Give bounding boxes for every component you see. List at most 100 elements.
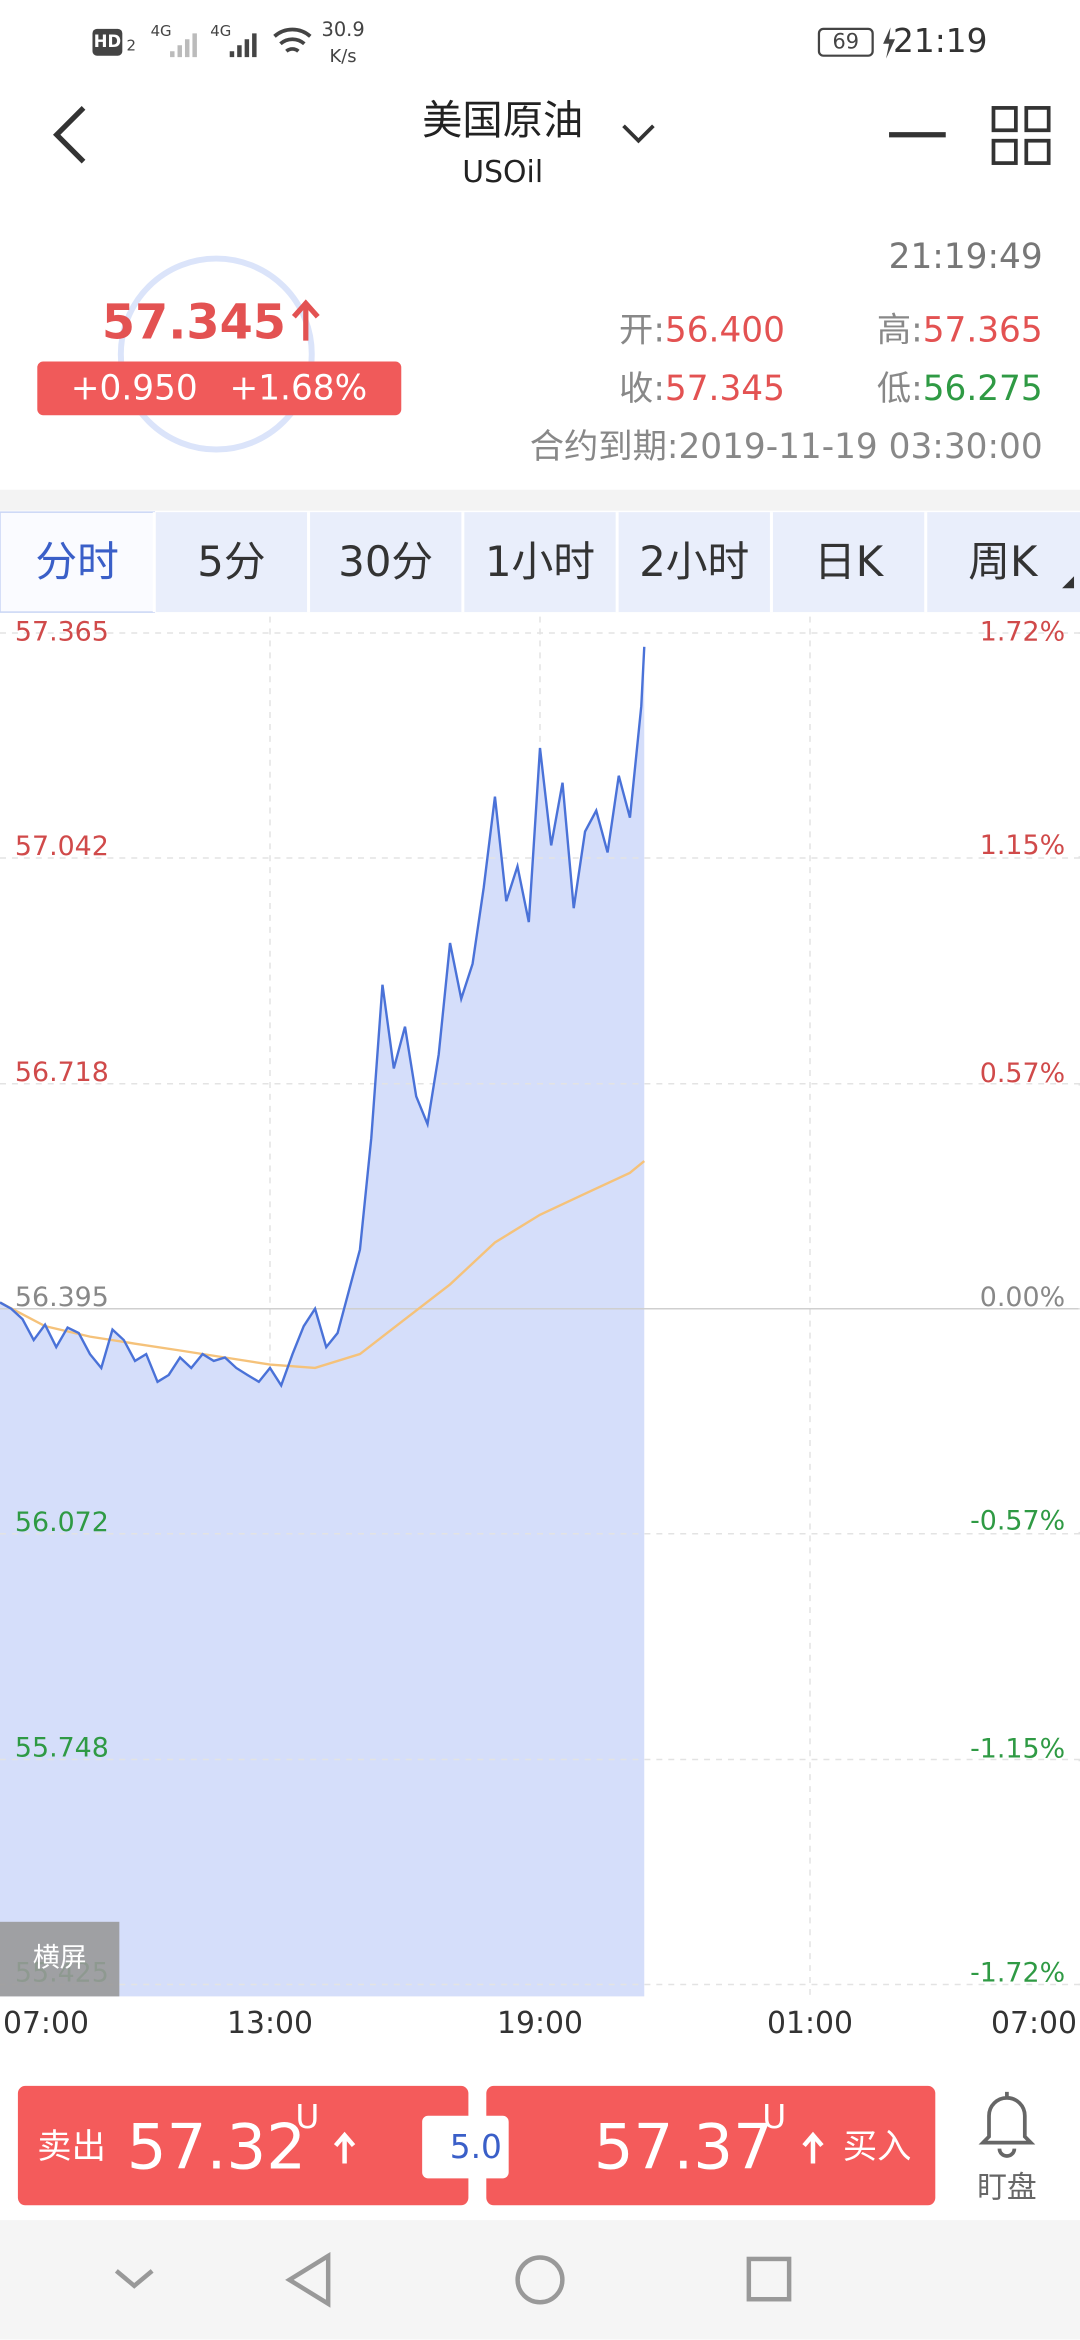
speed-unit: K/s (330, 46, 357, 67)
y-tick-label: 56.395 (15, 1282, 109, 1313)
y-tick-label: 57.365 (15, 616, 109, 647)
sell-arrow (333, 2131, 356, 2164)
tab[interactable]: 2小时 (639, 537, 749, 586)
quote-panel: 57.345 +0.950 +1.68% 21:19:49 开:56.400 高… (37, 237, 1043, 467)
speed: 30.9 (322, 18, 365, 41)
quote-time: 21:19:49 (889, 237, 1043, 277)
charging (883, 27, 896, 59)
up-arrow (291, 299, 320, 341)
last-price: 57.345 (102, 296, 286, 351)
change-badge (37, 361, 402, 416)
dropdown[interactable] (622, 124, 655, 144)
x-tick-label: 07:00 (3, 2006, 89, 2041)
y2-tick-label: -0.57% (970, 1506, 1065, 1537)
spread: 5.0 (450, 2128, 502, 2166)
spread-box (422, 2115, 509, 2179)
title[interactable]: 美国原油 (422, 98, 583, 144)
low: 低:56.275 (877, 368, 1043, 408)
tab[interactable]: 30分 (338, 537, 433, 586)
net: 4G (210, 22, 231, 40)
x-tick-label: 01:00 (767, 2006, 853, 2041)
buy-button[interactable] (486, 2085, 936, 2206)
tab[interactable]: 日K (814, 537, 885, 586)
back-button[interactable] (52, 106, 86, 164)
buy-arrow (802, 2131, 824, 2164)
x-tick-label: 19:00 (497, 2006, 583, 2041)
trade-bar: 卖出 57.32 U 5.0 57.37 U 买入 盯盘 (0, 2070, 1080, 2221)
high-value: 57.365 (923, 310, 1043, 350)
signal (229, 33, 257, 58)
sell-label[interactable]: 卖出 (37, 2127, 106, 2167)
open-label: 开: (619, 310, 665, 350)
bell-icon[interactable] (978, 2091, 1036, 2158)
low-value: 56.275 (923, 368, 1043, 408)
tab-more (1062, 576, 1075, 589)
open-value: 56.400 (665, 310, 785, 350)
y-tick-label: 56.072 (15, 1507, 109, 1538)
y-tick-label: 56.718 (15, 1057, 109, 1088)
expiry-value: 2019-11-19 03:30:00 (678, 427, 1042, 467)
tab-selected (0, 511, 156, 613)
y2-tick-label: 1.15% (980, 830, 1065, 861)
high: 高:57.365 (877, 310, 1043, 350)
buy-price[interactable]: 57.37 (594, 2111, 773, 2184)
y2-tick-label: 0.00% (980, 1282, 1065, 1313)
tab[interactable]: 分时 (35, 537, 119, 586)
layout-button[interactable] (991, 106, 1051, 165)
price-area (0, 646, 645, 1997)
y2-tick-label: -1.72% (970, 1958, 1065, 1989)
close: 收:57.345 (619, 368, 785, 408)
hd-badge (92, 28, 123, 56)
expiry: 合约到期:2019-11-19 03:30:00 (530, 427, 1043, 467)
open: 开:56.400 (619, 310, 785, 350)
hd: HD (94, 32, 121, 51)
battery-level: 69 (833, 29, 860, 53)
high-label: 高: (877, 310, 923, 350)
y2-tick-label: 1.72% (980, 616, 1065, 647)
nav-back[interactable] (285, 2251, 331, 2308)
sell-button[interactable] (17, 2085, 469, 2206)
watch-label[interactable]: 盯盘 (977, 2170, 1037, 2205)
x-tick-label: 13:00 (227, 2006, 313, 2041)
sim: 2 (127, 37, 136, 55)
buy-unit: U (762, 2098, 786, 2136)
low-label: 低: (877, 368, 923, 408)
status-bar: HD 2 4G 4G 30.9 K/s 69 21:19 (92, 18, 988, 67)
y-tick-label: 57.042 (15, 831, 109, 862)
expiry-label: 合约到期: (530, 427, 679, 467)
sell-unit: U (295, 2098, 319, 2136)
header: 美国原油 USOil (52, 98, 1051, 190)
tab[interactable]: 5分 (197, 537, 265, 586)
change-pct: +1.68% (229, 368, 367, 408)
chart: 07:00 13:00 19:00 01:00 07:00 57.365 57.042 56.… (0, 616, 1080, 2041)
y-tick-label: 55.748 (15, 1733, 109, 1764)
landscape-button[interactable] (0, 1921, 120, 1997)
clock: 21:19 (893, 22, 988, 60)
nav-home[interactable] (515, 2255, 565, 2305)
nav-bg (0, 2220, 1080, 2340)
buy-label[interactable]: 买入 (843, 2127, 912, 2167)
nav-hide[interactable] (114, 2269, 154, 2289)
subtitle: USOil (462, 155, 543, 190)
nav-recent[interactable] (746, 2256, 792, 2302)
sell-price[interactable]: 57.32 (127, 2111, 306, 2184)
close-label: 收: (619, 368, 665, 408)
close-value: 57.345 (665, 368, 785, 408)
wifi (273, 27, 312, 53)
nav-bar (0, 2220, 1080, 2340)
y2-tick-label: -1.15% (970, 1734, 1065, 1765)
tab-bar: 分时 5分 30分 1小时 2小时 日K 周K (0, 511, 1080, 613)
change: +0.950 (71, 368, 198, 408)
divider (0, 489, 1080, 511)
average-line (0, 1160, 646, 1370)
tab[interactable]: 周K (968, 537, 1039, 586)
net: 4G (151, 22, 172, 40)
signal (170, 33, 197, 58)
price-line (0, 646, 646, 1389)
tab[interactable]: 1小时 (485, 537, 595, 586)
pulse-ring (117, 255, 315, 453)
landscape-label[interactable]: 横屏 (33, 1943, 87, 1974)
y2-tick-label: 0.57% (980, 1058, 1065, 1089)
